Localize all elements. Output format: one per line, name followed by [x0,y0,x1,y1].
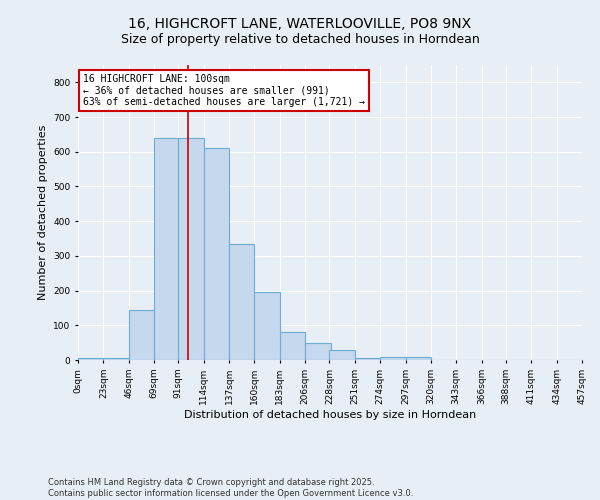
Text: Contains HM Land Registry data © Crown copyright and database right 2025.
Contai: Contains HM Land Registry data © Crown c… [48,478,413,498]
Bar [178,138,204,360]
Bar [154,138,179,360]
Bar [280,332,305,360]
Text: 16, HIGHCROFT LANE, WATERLOOVILLE, PO8 9NX: 16, HIGHCROFT LANE, WATERLOOVILLE, PO8 9… [128,18,472,32]
Text: 16 HIGHCROFT LANE: 100sqm
← 36% of detached houses are smaller (991)
63% of semi: 16 HIGHCROFT LANE: 100sqm ← 36% of detac… [83,74,365,107]
Y-axis label: Number of detached properties: Number of detached properties [38,125,47,300]
Bar [406,356,431,360]
Bar [78,358,103,360]
Bar [229,244,254,360]
Bar [129,310,154,360]
Bar [329,350,355,360]
Bar [204,148,229,360]
Bar [305,342,331,360]
X-axis label: Distribution of detached houses by size in Horndean: Distribution of detached houses by size … [184,410,476,420]
Bar [380,356,406,360]
Bar [103,358,129,360]
Bar [254,292,280,360]
Bar [355,358,380,360]
Text: Size of property relative to detached houses in Horndean: Size of property relative to detached ho… [121,32,479,46]
